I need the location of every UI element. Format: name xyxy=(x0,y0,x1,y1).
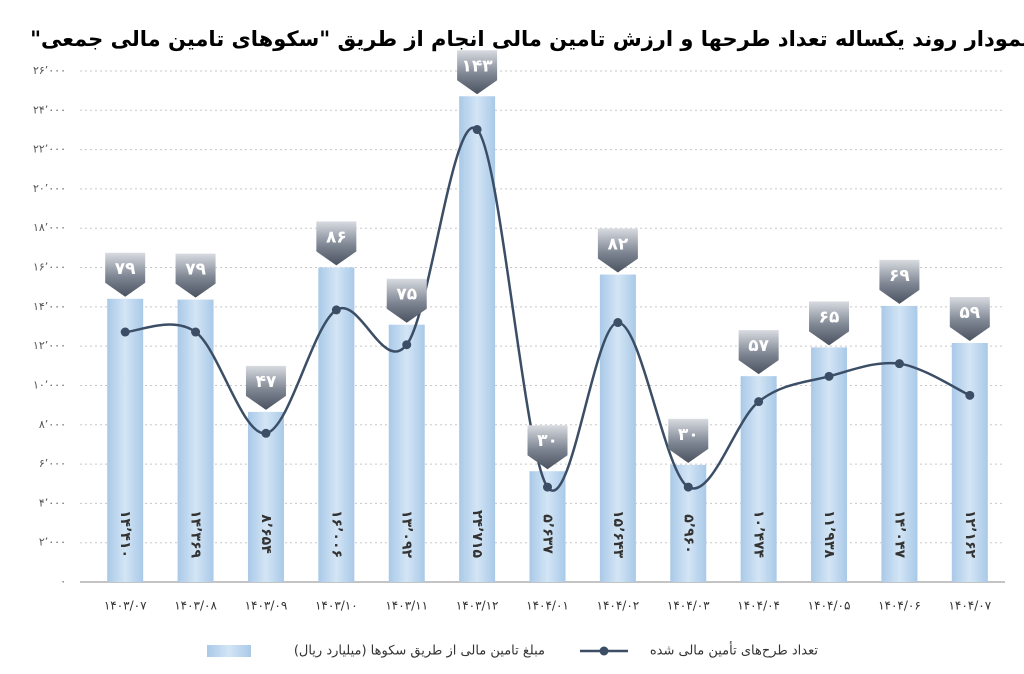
bar xyxy=(740,376,777,582)
bar-value-label: ۱۴٬۳۶۹ xyxy=(188,510,204,558)
y-tick-label: ۸٬۰۰۰ xyxy=(39,418,66,431)
bar xyxy=(811,347,848,582)
bar-value-label: ۵٬۹۶۰ xyxy=(680,514,696,554)
line-point xyxy=(191,327,201,337)
bar-value-label: ۱۳٬۰۹۲ xyxy=(399,510,415,558)
value-tag xyxy=(597,228,638,273)
line-point xyxy=(543,482,552,492)
line-value-label: ۷۹ xyxy=(115,259,136,279)
bar xyxy=(881,305,918,582)
bar-value-label: ۱۱٬۹۳۸ xyxy=(821,510,837,558)
x-tick-label: ۱۴۰۴/۰۱ xyxy=(526,599,569,613)
bar xyxy=(247,411,284,582)
x-tick-label: ۱۴۰۳/۰۸ xyxy=(174,599,217,613)
y-tick-label: ۲۶٬۰۰۰ xyxy=(33,64,66,77)
line-point xyxy=(683,482,693,492)
x-tick-label: ۱۴۰۴/۰۵ xyxy=(808,599,851,613)
bar-value-label: ۸٬۶۵۴ xyxy=(258,514,274,554)
bar-value-label: ۱۲٬۱۶۲ xyxy=(962,510,978,558)
y-tick-label: ۲۲٬۰۰۰ xyxy=(33,143,66,156)
value-tag xyxy=(527,425,568,470)
y-tick-label: ۲۴٬۰۰۰ xyxy=(33,103,66,116)
value-tag xyxy=(879,259,920,304)
bar-value-label: ۵٬۶۳۷ xyxy=(540,514,556,554)
value-tag xyxy=(316,221,357,266)
bar xyxy=(107,298,144,582)
value-tag xyxy=(668,418,709,463)
bar xyxy=(318,267,355,582)
line-value-label: ۷۹ xyxy=(185,260,206,280)
legend-swatch xyxy=(207,645,251,657)
value-tag xyxy=(175,253,216,298)
x-tick-label: ۱۴۰۴/۰۲ xyxy=(597,599,640,613)
y-tick-label: ۱۲٬۰۰۰ xyxy=(33,339,66,352)
value-tag xyxy=(105,252,146,297)
value-tag xyxy=(386,278,427,323)
x-tick-label: ۱۴۰۴/۰۷ xyxy=(948,599,991,613)
line-value-label: ۶۹ xyxy=(889,266,910,286)
y-tick-label: ۰ xyxy=(60,575,66,588)
line-point xyxy=(472,125,482,135)
bar-value-label: ۱۴٬۰۴۷ xyxy=(891,510,907,558)
line-point xyxy=(965,390,975,400)
line-point xyxy=(754,397,764,407)
line-value-label: ۶۵ xyxy=(819,307,840,327)
bar-value-label: ۱۴٬۴۱۰ xyxy=(117,510,133,558)
y-tick-label: ۲۰٬۰۰۰ xyxy=(33,182,66,195)
bar xyxy=(459,96,496,583)
line-value-label: ۱۴۳ xyxy=(462,56,494,76)
line-point xyxy=(824,371,834,381)
x-tick-label: ۱۴۰۳/۱۰ xyxy=(315,599,358,613)
value-tag xyxy=(949,296,990,341)
bar-value-label: ۱۰٬۴۷۴ xyxy=(751,510,767,558)
line-value-label: ۸۲ xyxy=(608,235,629,255)
value-tag xyxy=(738,330,779,375)
line-value-label: ۳۰ xyxy=(678,425,699,445)
legend-label: تعداد طرح‌های تأمین مالی شده xyxy=(650,641,819,659)
x-tick-label: ۱۴۰۳/۰۹ xyxy=(245,599,288,613)
y-tick-label: ۴٬۰۰۰ xyxy=(39,496,66,509)
y-tick-label: ۱۸٬۰۰۰ xyxy=(33,221,66,234)
bar-value-label: ۱۵٬۶۴۳ xyxy=(610,510,626,558)
bar xyxy=(951,342,988,582)
y-tick-label: ۱۴٬۰۰۰ xyxy=(33,300,66,313)
line-point xyxy=(261,428,271,438)
x-tick-label: ۱۴۰۴/۰۴ xyxy=(737,599,780,613)
line-point xyxy=(331,305,341,315)
x-tick-label: ۱۴۰۳/۱۱ xyxy=(385,599,428,613)
y-tick-label: ۶٬۰۰۰ xyxy=(39,457,66,470)
value-tag xyxy=(245,365,286,410)
line-value-label: ۳۰ xyxy=(537,431,558,451)
value-tag xyxy=(457,50,498,95)
bar xyxy=(388,324,425,582)
y-tick-label: ۱۰٬۰۰۰ xyxy=(33,378,66,391)
x-tick-label: ۱۴۰۳/۰۷ xyxy=(104,599,147,613)
line-value-label: ۵۹ xyxy=(959,303,980,323)
line-point xyxy=(402,340,412,350)
value-tag xyxy=(809,301,850,346)
line-point xyxy=(613,318,623,328)
x-tick-label: ۱۴۰۴/۰۶ xyxy=(878,599,921,613)
line-value-label: ۴۷ xyxy=(256,372,277,392)
legend-dot xyxy=(599,646,609,656)
x-tick-label: ۱۴۰۳/۱۲ xyxy=(456,599,499,613)
bar-value-label: ۱۶٬۰۰۶ xyxy=(328,510,344,558)
legend-label: مبلغ تامین مالی از طریق سکوها (میلیارد ر… xyxy=(294,644,545,659)
line-point xyxy=(894,359,904,369)
bar-value-label: ۲۴٬۷۱۵ xyxy=(469,510,485,558)
line-value-label: ۷۵ xyxy=(396,285,417,305)
line-value-label: ۸۶ xyxy=(326,227,347,247)
y-tick-label: ۱۶٬۰۰۰ xyxy=(33,261,66,274)
line xyxy=(125,126,971,492)
line-value-label: ۵۷ xyxy=(748,336,769,356)
y-tick-label: ۲٬۰۰۰ xyxy=(39,536,66,549)
line-point xyxy=(120,327,130,337)
chart-title: نمودار روند یکساله تعداد طرحها و ارزش تا… xyxy=(30,27,1024,51)
x-tick-label: ۱۴۰۴/۰۳ xyxy=(667,599,710,613)
